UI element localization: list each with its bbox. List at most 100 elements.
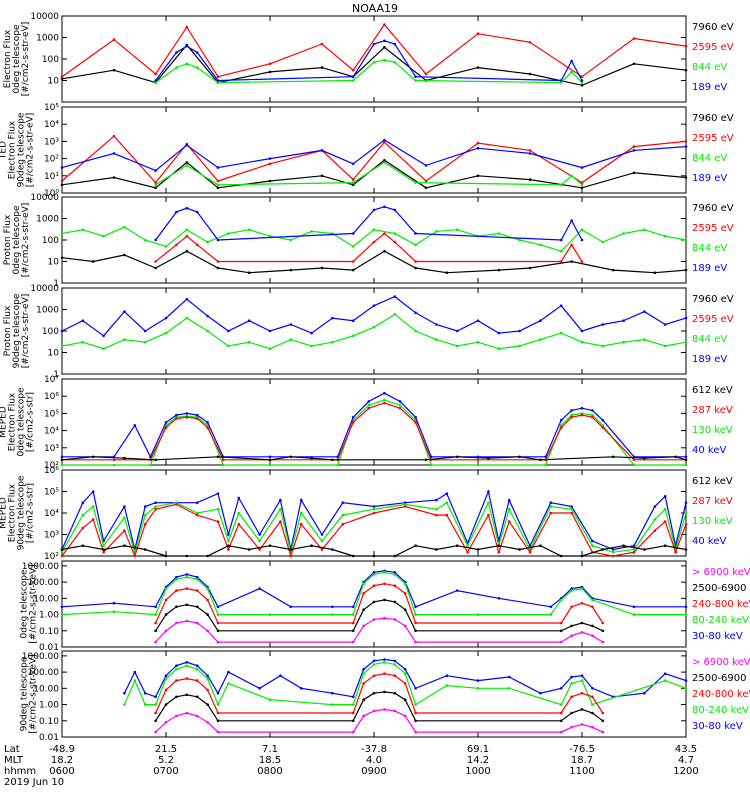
data-point: [216, 79, 220, 82]
data-point: [175, 589, 178, 592]
data-point: [591, 725, 594, 729]
series-line: [155, 617, 604, 643]
y-tick-label: 10⁵: [44, 103, 59, 113]
data-point: [279, 520, 282, 523]
data-point: [133, 554, 137, 558]
y-tick-label: 10⁴: [44, 120, 59, 130]
data-point: [435, 507, 438, 511]
data-point: [102, 334, 105, 338]
data-point: [351, 319, 355, 323]
data-point: [383, 391, 386, 395]
data-point: [383, 661, 386, 664]
data-point: [206, 240, 209, 244]
data-point: [351, 162, 355, 166]
y-axis-label: [#/cm2-s-str-eV]: [21, 294, 31, 369]
data-point: [206, 613, 209, 616]
legend-entry: 844 eV: [692, 62, 727, 73]
data-point: [185, 661, 189, 664]
data-point: [164, 674, 168, 677]
data-point: [435, 323, 438, 326]
data-point: [331, 703, 334, 706]
data-point: [414, 703, 417, 706]
data-point: [570, 505, 573, 508]
y-tick-label: 1.00: [39, 611, 59, 621]
data-point: [632, 548, 636, 551]
data-point: [393, 691, 397, 695]
data-point: [518, 329, 521, 333]
y-tick-label: 10⁶: [44, 466, 59, 476]
data-point: [331, 605, 334, 609]
data-point: [455, 344, 459, 348]
data-point: [268, 329, 272, 333]
data-point: [81, 501, 85, 505]
data-point: [497, 232, 501, 235]
data-point: [414, 79, 417, 82]
data-point: [195, 413, 199, 417]
data-point: [643, 228, 646, 231]
data-point: [237, 511, 241, 515]
data-point: [559, 629, 563, 633]
data-point: [216, 81, 220, 84]
data-point: [372, 573, 376, 576]
data-point: [435, 513, 438, 517]
data-point: [154, 72, 157, 76]
data-point: [414, 266, 417, 270]
data-point: [559, 640, 563, 644]
data-point: [112, 601, 116, 605]
data-point: [336, 455, 339, 459]
data-point: [91, 505, 95, 508]
data-point: [133, 679, 137, 682]
data-point: [643, 338, 646, 341]
x-tick-label-hhmm: 1000: [465, 766, 490, 777]
series-line: [61, 570, 686, 608]
data-point: [559, 418, 563, 422]
data-point: [216, 613, 220, 616]
data-point: [580, 708, 584, 711]
data-point: [320, 266, 324, 270]
data-point: [299, 498, 303, 502]
data-point: [643, 691, 646, 695]
data-point: [195, 417, 199, 420]
data-point: [112, 134, 116, 138]
data-point: [112, 38, 116, 41]
data-point: [414, 232, 417, 235]
data-point: [393, 295, 397, 298]
data-point: [164, 426, 168, 429]
data-point: [206, 674, 209, 677]
data-point: [227, 232, 230, 235]
legend-entry: 2595 eV: [692, 42, 734, 53]
y-axis-label: MEPED: [0, 497, 9, 529]
data-point: [424, 164, 428, 167]
data-point: [185, 297, 189, 301]
data-point: [206, 677, 209, 680]
data-point: [185, 587, 189, 590]
data-point: [549, 613, 553, 616]
y-tick-label: 100.00: [28, 668, 60, 678]
data-point: [185, 234, 189, 238]
data-point: [497, 544, 501, 547]
x-tick-label-hhmm: 0700: [153, 766, 178, 777]
data-point: [123, 505, 126, 508]
data-point: [632, 149, 636, 152]
y-tick-label: 1000.00: [22, 652, 59, 662]
data-point: [580, 238, 584, 242]
data-point: [653, 529, 657, 532]
data-point: [247, 319, 251, 323]
data-point: [206, 554, 209, 558]
data-point: [580, 181, 584, 184]
data-point: [216, 492, 220, 495]
data-point: [414, 75, 417, 78]
data-point: [383, 138, 386, 142]
data-point: [445, 513, 449, 517]
data-point: [622, 544, 625, 547]
data-point: [195, 679, 199, 682]
data-point: [487, 501, 490, 505]
data-point: [372, 240, 376, 244]
data-point: [403, 714, 407, 718]
data-point: [81, 340, 85, 344]
legend-entry: 2595 eV: [692, 314, 734, 325]
data-point: [175, 210, 178, 214]
data-point: [383, 140, 386, 144]
data-point: [476, 141, 480, 145]
x-tick-label-mlt: 18.2: [51, 755, 73, 766]
